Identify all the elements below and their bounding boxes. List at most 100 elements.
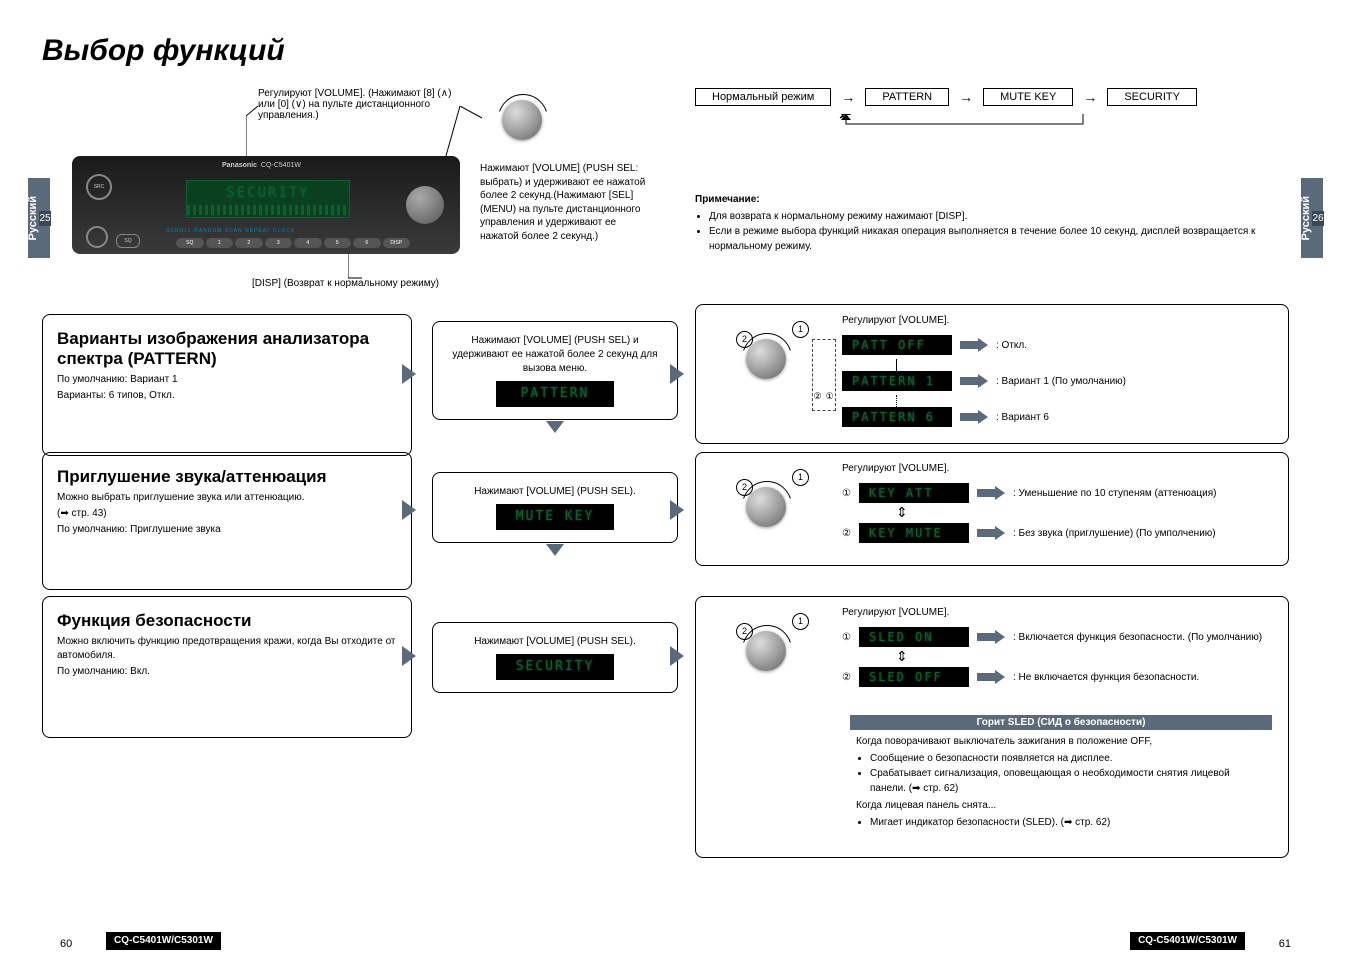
note-block: Примечание: Для возврата к нормальному р… bbox=[695, 192, 1267, 254]
stereo-btn: 5 bbox=[324, 238, 352, 248]
section-right: Регулируют [VOLUME].12①②PATT OFF: Откл.P… bbox=[695, 304, 1289, 444]
step-2-icon: 2 bbox=[736, 623, 753, 640]
setting-row: PATTERN 6: Вариант 6 bbox=[842, 407, 1049, 427]
sq-button: SQ bbox=[116, 234, 140, 248]
setting-display: SLED OFF bbox=[859, 667, 969, 687]
setting-desc: : Вариант 1 (По умолчанию) bbox=[996, 376, 1126, 387]
adjust-label: Регулируют [VOLUME]. bbox=[842, 607, 949, 618]
mid-text: Нажимают [VOLUME] (PUSH SEL). bbox=[449, 485, 661, 499]
setting-row: PATTERN 1 : Вариант 1 (По умолчанию) bbox=[842, 371, 1126, 391]
section-right: Регулируют [VOLUME]. 1 2 ① SLED ON : Включает… bbox=[695, 596, 1289, 858]
setting-desc: : Включается функция безопасности. (По у… bbox=[1013, 632, 1262, 643]
mid-display: MUTE KEY bbox=[496, 504, 614, 530]
arrow-icon: → bbox=[841, 89, 855, 105]
stereo-strip: SCROLL RANDOM SCAN REPEAT CLOCK bbox=[166, 228, 410, 234]
section-title: Варианты изображения анализатора спектра… bbox=[57, 329, 397, 369]
sled-line: Когда лицевая панель снята... bbox=[856, 798, 1266, 813]
mid-display: PATTERN bbox=[496, 381, 614, 407]
chain-mutekey: MUTE KEY bbox=[983, 88, 1073, 106]
setting-desc: : Уменьшение по 10 ступеням (аттенюация) bbox=[1013, 488, 1217, 499]
chain-return-arrow bbox=[838, 114, 1088, 128]
arrow-icon bbox=[670, 500, 684, 520]
adjust-label: Регулируют [VOLUME]. bbox=[842, 463, 949, 474]
setting-row: ②KEY MUTE: Без звука (приглушение) (По у… bbox=[842, 523, 1216, 543]
sled-item: Срабатывает сигнализация, оповещающая о … bbox=[870, 766, 1266, 796]
setting-display: PATTERN 6 bbox=[842, 407, 952, 427]
arrow-icon bbox=[960, 410, 988, 424]
section-mid: Нажимают [VOLUME] (PUSH SEL). MUTE KEY bbox=[432, 472, 678, 543]
section-title: Функция безопасности bbox=[57, 611, 397, 631]
section-left: Приглушение звука/аттенюация Можно выбрат… bbox=[42, 452, 412, 590]
setting-row: ①KEY ATT: Уменьшение по 10 ступеням (атт… bbox=[842, 483, 1216, 503]
volume-knob bbox=[406, 186, 444, 224]
stereo-btn: 6 bbox=[353, 238, 381, 248]
stereo-btn: 3 bbox=[265, 238, 293, 248]
note-item: Для возврата к нормальному режиму нажима… bbox=[709, 209, 1267, 224]
step-1-icon: 1 bbox=[792, 613, 809, 630]
arrow-icon bbox=[977, 670, 1005, 684]
tab-pgno: 25 bbox=[39, 211, 50, 226]
sled-item: Мигает индикатор безопасности (SLED). (➡… bbox=[870, 815, 1266, 830]
knob-illustration bbox=[746, 487, 786, 527]
anno-volume: Регулируют [VOLUME]. (Нажимают [8] (∧) и… bbox=[258, 88, 458, 121]
section-line: Варианты: 6 типов, Откл. bbox=[57, 389, 397, 403]
mid-text: Нажимают [VOLUME] (PUSH SEL). bbox=[449, 635, 661, 649]
note-item: Если в режиме выбора функций никакая опе… bbox=[709, 224, 1267, 254]
arrow-down-icon bbox=[546, 544, 564, 556]
section-line: По умолчанию: Вкл. bbox=[57, 665, 397, 679]
side-tab-left: Русский25 bbox=[28, 178, 50, 258]
setting-row: ① SLED ON : Включается функция безопасност… bbox=[842, 627, 1262, 647]
section-line: По умолчанию: Вариант 1 bbox=[57, 373, 397, 387]
arrow-icon bbox=[670, 364, 684, 384]
top-knob-illustration bbox=[502, 100, 542, 140]
chain-security: SECURITY bbox=[1107, 88, 1197, 106]
setting-row: ②SLED OFF: Не включается функция безопас… bbox=[842, 667, 1199, 687]
section-line: По умолчанию: Приглушение звука bbox=[57, 523, 397, 537]
step-2-icon: 2 bbox=[736, 331, 753, 348]
updown-icon: ⇕ bbox=[896, 651, 908, 661]
stereo-btn: DISP bbox=[383, 238, 411, 248]
stereo-btn: 4 bbox=[294, 238, 322, 248]
sled-panel: Горит SLED (СИД о безопасности) Когда пов… bbox=[842, 715, 1280, 842]
sled-header: Горит SLED (СИД о безопасности) bbox=[850, 715, 1272, 730]
arrow-icon bbox=[670, 646, 684, 666]
stereo-unit: Panasonic CQ-C5401W SRC SQ SECURITY SCRO… bbox=[72, 156, 460, 254]
arrow-icon bbox=[402, 500, 416, 520]
setting-display: KEY ATT bbox=[859, 483, 969, 503]
setting-desc: : Без звука (приглушение) (По умполчению… bbox=[1013, 528, 1216, 539]
row-marker: ② bbox=[842, 672, 851, 683]
arrow-icon bbox=[402, 364, 416, 384]
setting-display: PATTERN 1 bbox=[842, 371, 952, 391]
leader-line bbox=[348, 254, 362, 282]
tab-pgno: 26 bbox=[1312, 211, 1323, 226]
anno-disp: [DISP] (Возврат к нормальному режиму) bbox=[252, 278, 439, 289]
page-title: Выбор функций bbox=[42, 34, 285, 68]
mid-display: SECURITY bbox=[496, 654, 614, 680]
section-left: Варианты изображения анализатора спектра… bbox=[42, 314, 412, 456]
setting-display: SLED ON bbox=[859, 627, 969, 647]
setting-display: KEY MUTE bbox=[859, 523, 969, 543]
step-1-icon: 1 bbox=[792, 321, 809, 338]
page-number-left: 60 bbox=[60, 938, 72, 950]
stereo-btn: 1 bbox=[206, 238, 234, 248]
row-marker: ① bbox=[842, 632, 851, 643]
side-tab-right: Русский26 bbox=[1301, 178, 1323, 258]
connector bbox=[896, 359, 897, 375]
stereo-buttons: SQ123456DISP bbox=[176, 238, 410, 248]
arrow-icon: → bbox=[959, 89, 973, 105]
arrow-icon bbox=[977, 526, 1005, 540]
stereo-display: SECURITY bbox=[186, 180, 350, 218]
stereo-btn: 2 bbox=[235, 238, 263, 248]
footer-model-left: CQ-C5401W/C5301W bbox=[106, 932, 221, 950]
section-title: Приглушение звука/аттенюация bbox=[57, 467, 397, 487]
knob-illustration bbox=[746, 339, 786, 379]
tab-lang: Русский bbox=[27, 196, 39, 240]
arrow-icon bbox=[977, 630, 1005, 644]
chain-pattern: PATTERN bbox=[865, 88, 949, 106]
mid-text: Нажимают [VOLUME] (PUSH SEL) и удерживаю… bbox=[449, 334, 661, 376]
sled-item: Сообщение о безопасности появляется на д… bbox=[870, 751, 1266, 766]
step-1-icon: 1 bbox=[792, 469, 809, 486]
sled-line: Когда поворачивают выключатель зажигания… bbox=[856, 734, 1266, 749]
section-line: Можно выбрать приглушение звука или атте… bbox=[57, 491, 397, 505]
note-head: Примечание: bbox=[695, 192, 1267, 207]
